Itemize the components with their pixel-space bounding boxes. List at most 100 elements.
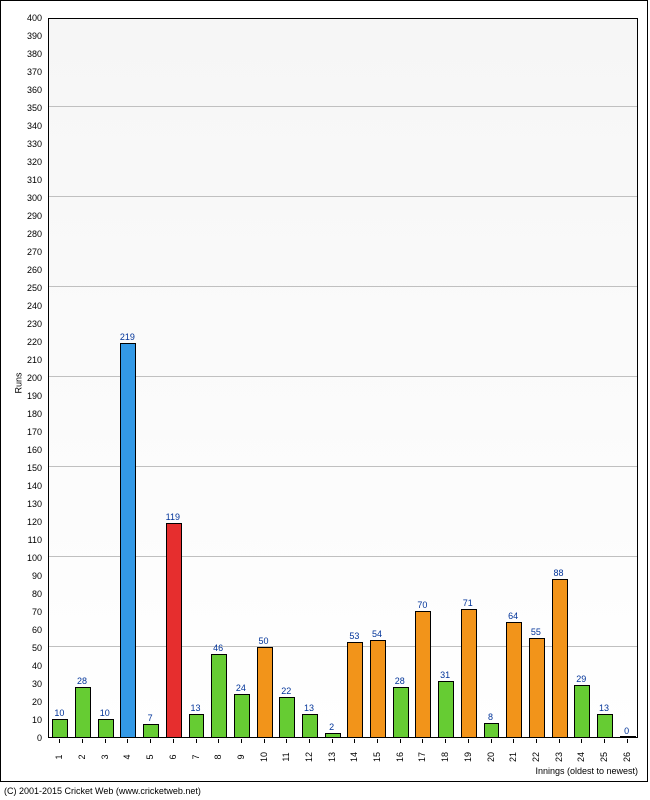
y-tick-label: 140 xyxy=(0,481,42,491)
bar-value-label: 70 xyxy=(417,600,427,610)
x-tick-label: 11 xyxy=(281,752,291,761)
y-tick-label: 310 xyxy=(0,175,42,185)
gridline xyxy=(49,196,637,197)
x-tick-label: 21 xyxy=(508,752,518,762)
x-tick-mark xyxy=(241,739,242,743)
bar xyxy=(393,687,409,737)
x-tick-mark xyxy=(536,739,537,743)
x-tick-mark xyxy=(150,739,151,743)
y-tick-label: 320 xyxy=(0,157,42,167)
bar xyxy=(597,714,613,737)
x-tick-mark xyxy=(559,739,560,743)
y-tick-label: 370 xyxy=(0,67,42,77)
chart-stage: Runs Innings (oldest to newest) (C) 2001… xyxy=(0,0,650,800)
x-tick-mark xyxy=(491,739,492,743)
gridline xyxy=(49,466,637,467)
y-tick-label: 240 xyxy=(0,301,42,311)
bar xyxy=(552,579,568,737)
y-tick-label: 100 xyxy=(0,553,42,563)
y-tick-label: 200 xyxy=(0,373,42,383)
x-tick-label: 6 xyxy=(168,754,178,759)
gridline xyxy=(49,106,637,107)
x-tick-label: 7 xyxy=(191,754,201,759)
x-tick-mark xyxy=(377,739,378,743)
bar xyxy=(120,343,136,737)
y-tick-label: 30 xyxy=(0,679,42,689)
bar xyxy=(302,714,318,737)
x-tick-label: 26 xyxy=(622,752,632,762)
x-tick-mark xyxy=(468,739,469,743)
plot-area xyxy=(48,18,638,738)
y-tick-label: 250 xyxy=(0,283,42,293)
y-tick-label: 280 xyxy=(0,229,42,239)
y-tick-label: 160 xyxy=(0,445,42,455)
y-tick-label: 80 xyxy=(0,589,42,599)
y-tick-label: 350 xyxy=(0,103,42,113)
bar xyxy=(438,681,454,737)
y-tick-label: 220 xyxy=(0,337,42,347)
y-tick-label: 170 xyxy=(0,427,42,437)
y-tick-label: 70 xyxy=(0,607,42,617)
bar-value-label: 28 xyxy=(395,676,405,686)
y-tick-label: 110 xyxy=(0,535,42,545)
x-tick-mark xyxy=(422,739,423,743)
y-tick-label: 400 xyxy=(0,13,42,23)
gridline xyxy=(49,646,637,647)
y-tick-label: 300 xyxy=(0,193,42,203)
x-tick-label: 17 xyxy=(417,752,427,762)
bar-value-label: 28 xyxy=(77,676,87,686)
x-tick-mark xyxy=(627,739,628,743)
x-tick-mark xyxy=(218,739,219,743)
x-tick-label: 10 xyxy=(259,752,269,762)
bar xyxy=(279,697,295,737)
y-tick-label: 360 xyxy=(0,85,42,95)
x-tick-mark xyxy=(604,739,605,743)
bar-value-label: 219 xyxy=(120,332,135,342)
x-tick-mark xyxy=(400,739,401,743)
y-tick-label: 260 xyxy=(0,265,42,275)
x-tick-label: 9 xyxy=(236,754,246,759)
x-tick-label: 13 xyxy=(327,752,337,762)
bar-value-label: 119 xyxy=(166,512,180,522)
y-tick-label: 180 xyxy=(0,409,42,419)
credit-text: (C) 2001-2015 Cricket Web (www.cricketwe… xyxy=(4,786,201,796)
y-tick-label: 210 xyxy=(0,355,42,365)
y-tick-label: 40 xyxy=(0,661,42,671)
y-tick-label: 380 xyxy=(0,49,42,59)
x-tick-label: 2 xyxy=(77,754,87,759)
bar-value-label: 54 xyxy=(372,629,382,639)
y-tick-label: 150 xyxy=(0,463,42,473)
y-tick-label: 340 xyxy=(0,121,42,131)
gridline xyxy=(49,556,637,557)
y-tick-label: 190 xyxy=(0,391,42,401)
x-tick-label: 8 xyxy=(213,754,223,759)
gridline xyxy=(49,376,637,377)
x-tick-label: 15 xyxy=(372,752,382,762)
x-tick-label: 1 xyxy=(54,754,64,759)
x-tick-mark xyxy=(309,739,310,743)
bar-value-label: 22 xyxy=(281,686,291,696)
y-tick-label: 120 xyxy=(0,517,42,527)
bar-value-label: 53 xyxy=(349,631,359,641)
x-axis-label: Innings (oldest to newest) xyxy=(535,766,638,776)
bar xyxy=(211,654,227,737)
x-tick-mark xyxy=(127,739,128,743)
bar xyxy=(415,611,431,737)
y-tick-label: 390 xyxy=(0,31,42,41)
y-tick-label: 330 xyxy=(0,139,42,149)
bar xyxy=(325,733,341,737)
bar-value-label: 13 xyxy=(190,703,200,713)
bar-value-label: 29 xyxy=(576,674,586,684)
bar-value-label: 13 xyxy=(599,703,609,713)
bar xyxy=(234,694,250,737)
x-tick-mark xyxy=(264,739,265,743)
x-tick-label: 3 xyxy=(100,754,110,759)
x-tick-mark xyxy=(513,739,514,743)
gridline xyxy=(49,286,637,287)
bar xyxy=(484,723,500,737)
bar-value-label: 24 xyxy=(236,683,246,693)
bar-value-label: 88 xyxy=(554,568,564,578)
bar xyxy=(529,638,545,737)
x-tick-label: 4 xyxy=(122,754,132,759)
bar xyxy=(347,642,363,737)
